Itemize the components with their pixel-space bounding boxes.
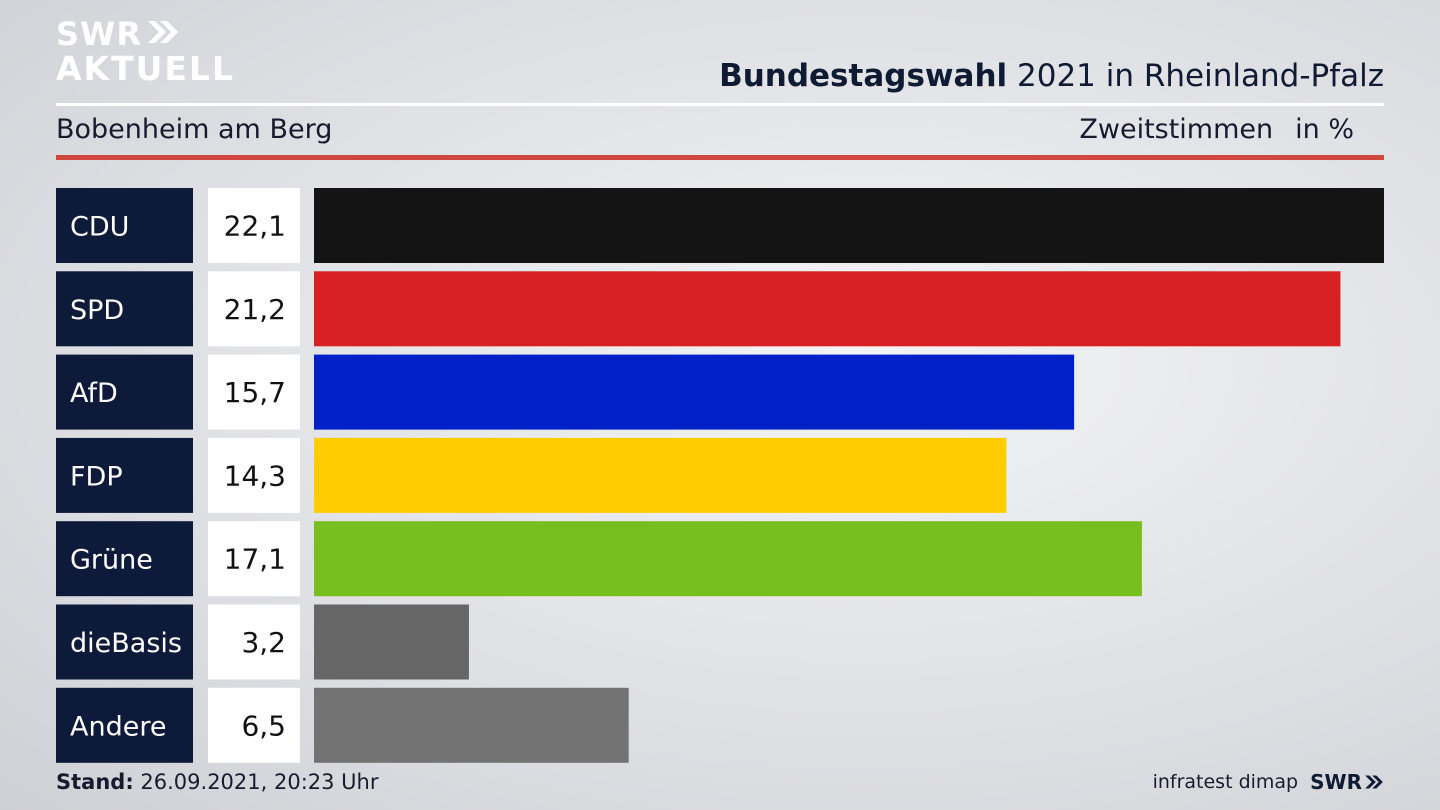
party-label-cdu: CDU (70, 212, 129, 243)
stand-value: 26.09.2021, 20:23 Uhr (133, 770, 379, 794)
bar-gr-ne (314, 521, 1142, 597)
party-label-andere: Andere (70, 711, 166, 742)
stand-label: Stand: (56, 770, 134, 794)
party-label-box-spd (56, 271, 193, 347)
value-box-andere (208, 687, 300, 763)
source-label: infratest dimap (1152, 771, 1299, 793)
value-box-fdp (208, 437, 300, 513)
bar-spd (314, 271, 1341, 347)
value-box-afd (208, 354, 300, 430)
bar-andere (314, 687, 629, 763)
location-label: Bobenheim am Berg (56, 114, 333, 145)
party-label-box-afd (56, 354, 193, 430)
party-label-spd: SPD (70, 295, 124, 326)
header-divider (56, 103, 1384, 106)
measure-label: Zweitstimmen in % (1079, 114, 1354, 145)
value-label-afd: 15,7 (224, 376, 286, 409)
party-label-fdp: FDP (70, 461, 123, 492)
swr-aktuell-logo: SWR AKTUELL (56, 18, 235, 85)
swr-brand-text: SWR (1310, 770, 1362, 794)
bar-diebasis (314, 604, 469, 680)
measure-text: Zweitstimmen (1079, 114, 1274, 145)
swr-brand: SWR (1310, 770, 1384, 794)
value-box-cdu (208, 188, 300, 263)
party-label-afd: AfD (70, 378, 118, 409)
party-label-box-andere (56, 687, 193, 763)
party-label-box-diebasis (56, 604, 193, 680)
timestamp: Stand: 26.09.2021, 20:23 Uhr (56, 770, 379, 794)
logo-aktuell-text: AKTUELL (56, 49, 236, 88)
value-box-spd (208, 271, 300, 347)
source-credit: infratest dimap SWR (1153, 770, 1384, 794)
bar-fdp (314, 437, 1007, 513)
page-title: Bundestagswahl 2021 in Rheinland-Pfalz (719, 58, 1384, 94)
double-chevron-icon (146, 18, 180, 50)
party-label-gr-ne: Grüne (70, 545, 153, 576)
accent-divider (56, 155, 1384, 160)
party-label-diebasis: dieBasis (70, 628, 182, 659)
value-label-fdp: 14,3 (224, 459, 286, 492)
party-label-box-fdp (56, 437, 193, 513)
title-bold: Bundestagswahl (719, 58, 1008, 94)
party-label-box-cdu (56, 188, 193, 263)
title-rest: 2021 in Rheinland-Pfalz (1007, 58, 1384, 94)
value-label-cdu: 22,1 (224, 210, 286, 243)
double-chevron-small-icon (1365, 775, 1383, 789)
bar-cdu (314, 188, 1384, 263)
logo-swr-text: SWR (56, 15, 142, 53)
party-label-box-gr-ne (56, 521, 193, 597)
value-box-gr-ne (208, 521, 300, 597)
value-label-diebasis: 3,2 (241, 626, 286, 659)
value-box-diebasis (208, 604, 300, 680)
bar-afd (314, 354, 1075, 430)
unit-text: in % (1295, 114, 1354, 145)
value-label-spd: 21,2 (224, 293, 286, 326)
value-label-gr-ne: 17,1 (224, 543, 286, 576)
value-label-andere: 6,5 (241, 709, 286, 742)
